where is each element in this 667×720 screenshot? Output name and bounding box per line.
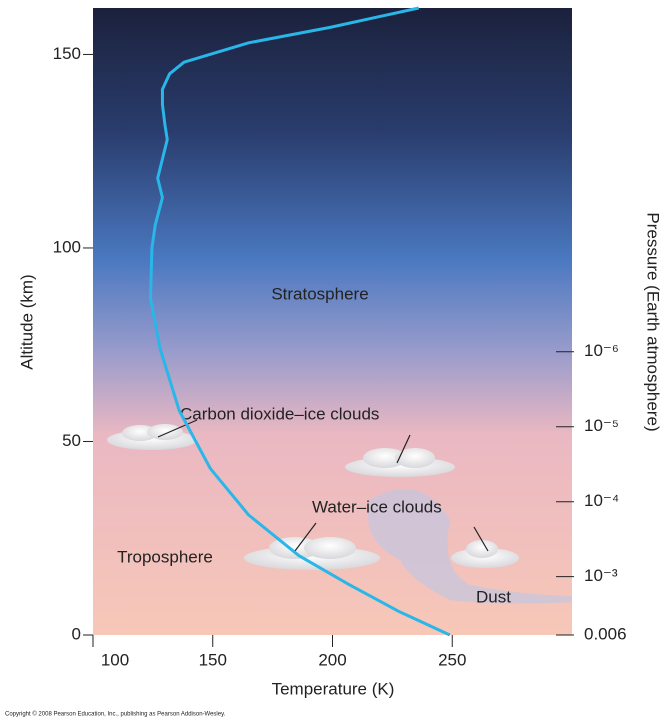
annotation: Carbon dioxide–ice clouds: [180, 404, 379, 423]
chart: Temperature (K) Altitude (km) Pressure (…: [0, 0, 667, 720]
annotation: Troposphere: [117, 547, 213, 566]
y2-tick-label: 10⁻⁶: [584, 341, 619, 360]
x-tick-label: 200: [318, 650, 346, 669]
y2-tick-label: 0.006: [584, 624, 627, 643]
annotation: Water–ice clouds: [312, 497, 442, 516]
annotation: Stratosphere: [271, 284, 368, 303]
y-tick-label: 0: [72, 624, 81, 643]
copyright: Copyright © 2008 Pearson Education, Inc.…: [5, 711, 226, 718]
x-tick-label: 150: [199, 650, 227, 669]
y-tick-label: 50: [62, 431, 81, 450]
y2-tick-label: 10⁻³: [584, 566, 618, 585]
x-tick-label: 100: [101, 650, 129, 669]
y-tick-label: 150: [53, 44, 81, 63]
y-tick-label: 100: [53, 237, 81, 256]
y2-tick-label: 10⁻⁴: [584, 491, 619, 510]
annotation: Dust: [476, 587, 511, 606]
x-tick-label: 250: [438, 650, 466, 669]
x-axis-title: Temperature (K): [272, 679, 395, 698]
y2-axis-title: Pressure (Earth atmosphere): [644, 212, 663, 431]
y2-tick-label: 10⁻⁵: [584, 416, 619, 435]
y-axis-title: Altitude (km): [17, 274, 36, 369]
